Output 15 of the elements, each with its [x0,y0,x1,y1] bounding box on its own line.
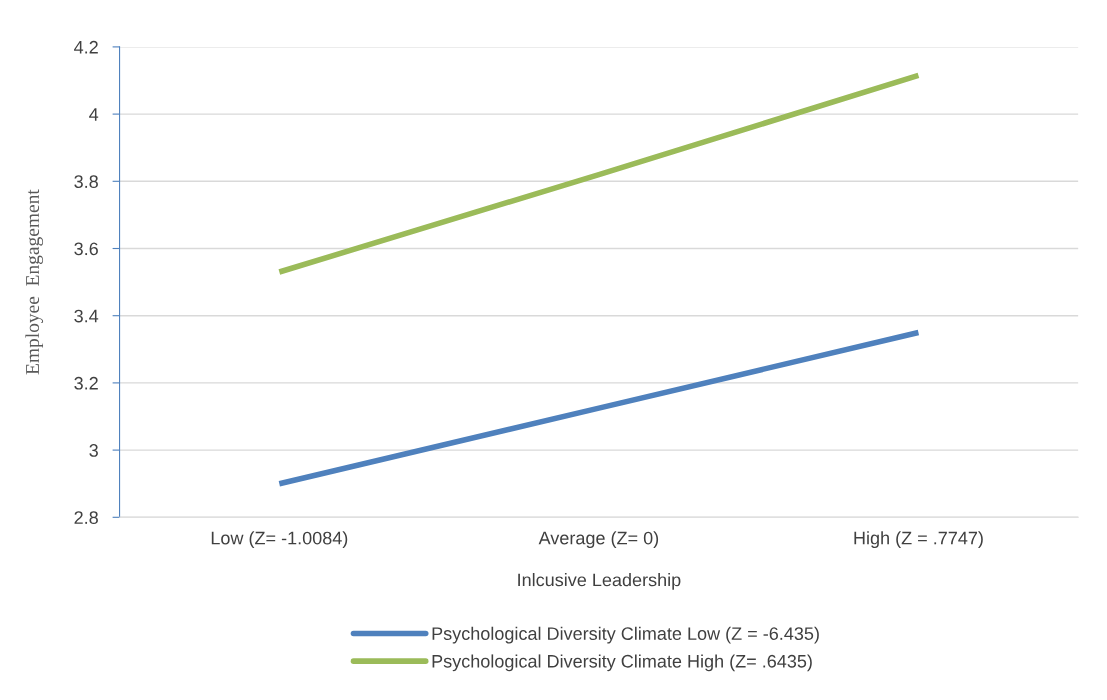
y-tick-label: 3.4 [74,309,99,323]
y-axis-title: Employee Engagement [25,189,44,375]
x-tick-label: High (Z = .7747) [854,531,983,549]
y-tick-label: 3 [89,444,98,457]
y-tick-label: 4 [89,108,99,121]
y-tick-label: 4.2 [74,40,98,54]
legend-label: Psychological Diversity Climate High (Z= .6435) [432,654,812,672]
legend-label: Psychological Diversity Climate Low (Z = -6.435) [432,626,819,644]
y-tick-label: 3.8 [74,175,98,189]
x-tick-label: Average (Z= 0) [538,531,659,549]
y-tick-label: 3.2 [74,376,98,390]
y-tick-label: 3.6 [74,242,98,256]
x-tick-label: Low (Z= -1.0084) [211,531,348,549]
x-axis-title: Inlcusive Leadership [518,573,681,590]
y-tick-label: 2.8 [74,511,98,525]
